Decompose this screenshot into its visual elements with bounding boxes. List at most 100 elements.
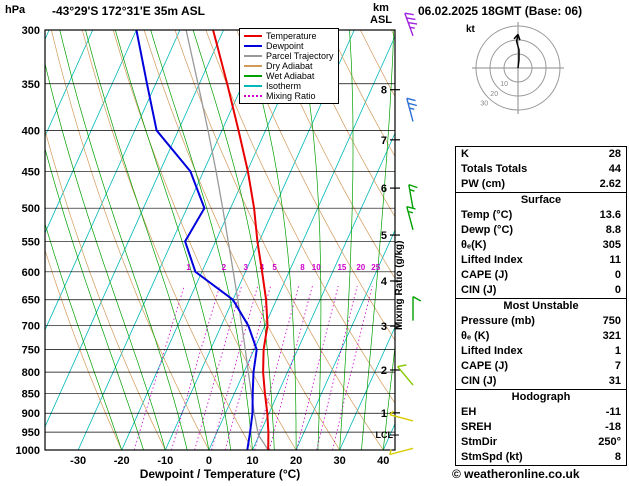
stat-label: Lifted Index bbox=[461, 345, 523, 357]
station-title: -43°29'S 172°31'E 35m ASL bbox=[52, 4, 205, 18]
svg-text:20: 20 bbox=[356, 263, 365, 272]
legend-swatch-parcel-trajectory bbox=[244, 55, 262, 57]
svg-text:5: 5 bbox=[272, 263, 277, 272]
stat-label: K bbox=[461, 148, 469, 160]
stat-value: 11 bbox=[609, 254, 621, 266]
legend-swatch-dewpoint bbox=[244, 45, 262, 47]
mixing-ratio-axis-label: Mixing Ratio (g/kg) bbox=[394, 240, 405, 330]
stat-row: Totals Totals 44 bbox=[456, 162, 626, 177]
wind-barb bbox=[406, 97, 417, 122]
svg-text:2: 2 bbox=[222, 263, 227, 272]
stat-row: SREH -18 bbox=[456, 420, 626, 435]
legend-label: Dry Adiabat bbox=[266, 61, 313, 71]
stat-value: 250° bbox=[598, 436, 621, 448]
pressure-tick-label: 600 bbox=[22, 267, 40, 279]
wind-barb bbox=[397, 364, 414, 386]
stat-row: θₑ(K) 305 bbox=[456, 238, 626, 253]
stat-label: SREH bbox=[461, 421, 492, 433]
stat-row: Lifted Index 1 bbox=[456, 344, 626, 359]
stat-row: Dewp (°C) 8.8 bbox=[456, 223, 626, 238]
axes-labels: 3003504004505005506006507007508008509009… bbox=[16, 25, 400, 467]
legend-item: Dry Adiabat bbox=[244, 61, 334, 71]
svg-text:15: 15 bbox=[337, 263, 346, 272]
wind-barb bbox=[408, 183, 418, 209]
svg-text:10: 10 bbox=[312, 263, 321, 272]
legend-item: Wet Adiabat bbox=[244, 71, 334, 81]
temp-tick-label: -10 bbox=[157, 455, 173, 467]
stat-label: CAPE (J) bbox=[461, 360, 509, 372]
hodograph-ring-label: 20 bbox=[490, 91, 498, 98]
wind-barb bbox=[404, 12, 418, 37]
copyright: © weatheronline.co.uk bbox=[452, 467, 580, 481]
wind-barb bbox=[412, 295, 422, 321]
pressure-tick-label: 900 bbox=[22, 408, 40, 420]
legend-label: Temperature bbox=[266, 31, 317, 41]
stat-label: Totals Totals bbox=[461, 163, 528, 175]
km-tick-label: 5 bbox=[381, 230, 387, 242]
stat-value: 2.62 bbox=[599, 178, 621, 190]
stat-value: 0 bbox=[614, 284, 621, 296]
svg-text:25: 25 bbox=[371, 263, 380, 272]
legend-item: Mixing Ratio bbox=[244, 91, 334, 101]
stat-row: θₑ (K) 321 bbox=[456, 329, 626, 344]
stat-label: StmDir bbox=[461, 436, 498, 448]
stat-section-header: Hodograph bbox=[511, 391, 571, 403]
sounding-profiles bbox=[135, 30, 270, 450]
wind-barb bbox=[406, 206, 416, 230]
legend-label: Mixing Ratio bbox=[266, 91, 316, 101]
stat-row: Pressure (mb) 750 bbox=[456, 314, 626, 329]
stat-value: 13.6 bbox=[599, 209, 621, 221]
km-tick-label: 8 bbox=[381, 85, 387, 97]
temp-tick-label: 20 bbox=[290, 455, 302, 467]
stat-value: 750 bbox=[602, 315, 621, 327]
legend-label: Wet Adiabat bbox=[266, 71, 315, 81]
temperature-line bbox=[212, 30, 270, 450]
stats-table: K 28 Totals Totals 44 PW (cm) 2.62 Surface Temp… bbox=[455, 146, 627, 466]
temp-tick-label: -20 bbox=[114, 455, 130, 467]
stat-value: 321 bbox=[602, 330, 621, 342]
stat-label: θₑ (K) bbox=[461, 330, 490, 342]
wind-barb bbox=[389, 410, 414, 422]
altitude-ref: ASL bbox=[370, 14, 392, 26]
stat-value: -18 bbox=[605, 421, 621, 433]
stat-value: 0 bbox=[614, 269, 621, 281]
stat-value: 1 bbox=[614, 345, 621, 357]
stat-row: K 28 bbox=[456, 147, 626, 162]
km-tick-label: 3 bbox=[381, 321, 387, 333]
stat-value: 8.8 bbox=[605, 224, 621, 236]
km-tick-label: 2 bbox=[381, 365, 387, 377]
stat-label: Temp (°C) bbox=[461, 209, 513, 221]
svg-text:1: 1 bbox=[186, 263, 191, 272]
km-tick-label: 1 bbox=[381, 408, 387, 420]
legend-swatch-temperature bbox=[244, 35, 262, 37]
legend-label: Isotherm bbox=[266, 81, 302, 91]
temp-tick-label: 0 bbox=[206, 455, 212, 467]
stat-value: 7 bbox=[614, 360, 621, 372]
temp-tick-label: 40 bbox=[377, 455, 389, 467]
legend-swatch-mixing-ratio bbox=[244, 95, 262, 97]
pressure-tick-label: 550 bbox=[22, 236, 40, 248]
x-axis-label: Dewpoint / Temperature (°C) bbox=[139, 467, 301, 481]
legend-item: Dewpoint bbox=[244, 41, 334, 51]
pressure-tick-label: 400 bbox=[22, 125, 40, 137]
km-tick-label: 7 bbox=[381, 135, 387, 147]
stat-label: StmSpd (kt) bbox=[461, 451, 523, 463]
svg-text:8: 8 bbox=[300, 263, 305, 272]
stat-row: Temp (°C) 13.6 bbox=[456, 208, 626, 223]
legend-label: Dewpoint bbox=[266, 41, 304, 51]
stat-label: θₑ(K) bbox=[461, 239, 487, 251]
pressure-tick-label: 750 bbox=[22, 345, 40, 357]
stat-label: PW (cm) bbox=[461, 178, 505, 190]
stat-value: 8 bbox=[614, 451, 621, 463]
stat-label: Dewp (°C) bbox=[461, 224, 514, 236]
stat-row: EH -11 bbox=[456, 405, 626, 420]
stat-section-header: Most Unstable bbox=[503, 300, 579, 312]
pressure-tick-label: 650 bbox=[22, 295, 40, 307]
stat-value: -11 bbox=[605, 406, 621, 418]
stat-row: CIN (J) 31 bbox=[456, 374, 626, 389]
stat-label: CIN (J) bbox=[461, 375, 497, 387]
wind-barb-column bbox=[389, 12, 422, 456]
temp-tick-label: 30 bbox=[334, 455, 346, 467]
stat-label: Lifted Index bbox=[461, 254, 523, 266]
